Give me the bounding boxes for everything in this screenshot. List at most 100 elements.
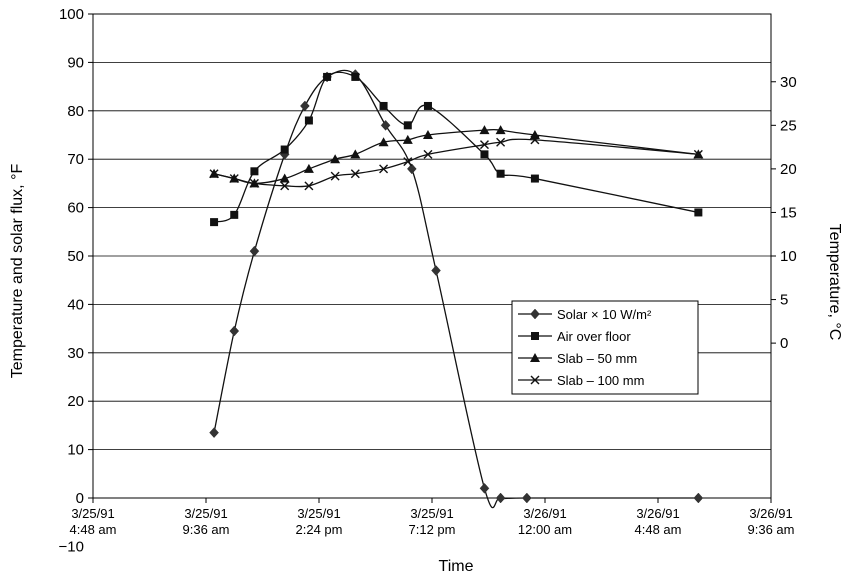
data-point	[323, 72, 332, 81]
y-tick-label: 10	[67, 442, 84, 459]
data-point	[350, 169, 360, 179]
x-tick-date: 3/25/91	[297, 506, 340, 521]
series-2	[210, 71, 703, 227]
data-point	[304, 181, 314, 191]
y-tick-label: 50	[67, 248, 84, 265]
data-point	[209, 427, 219, 439]
legend-marker	[530, 308, 540, 320]
y2-tick-label: 15	[780, 204, 797, 221]
legend-marker	[530, 353, 540, 362]
data-point	[249, 245, 260, 257]
x-axis-ticks: 3/25/914:48 am3/25/919:36 am3/25/912:24 …	[70, 498, 795, 537]
x-tick-date: 3/26/91	[523, 506, 566, 521]
series-4	[209, 135, 703, 191]
data-point	[479, 140, 489, 150]
data-point	[496, 137, 506, 147]
series-1	[209, 69, 704, 509]
legend-item: Air over floor	[518, 329, 631, 344]
data-point	[229, 174, 239, 184]
legend-label: Slab – 50 mm	[557, 351, 637, 366]
data-point	[280, 145, 289, 154]
data-point	[230, 210, 239, 219]
legend-label: Air over floor	[557, 329, 631, 344]
y2-tick-label: 10	[780, 248, 797, 265]
data-point	[403, 157, 413, 167]
x-tick-time: 12:00 am	[518, 522, 572, 537]
x-tick-date: 3/25/91	[71, 506, 114, 521]
series-layer	[209, 69, 704, 509]
data-point	[209, 169, 219, 179]
y2-tick-label: 20	[780, 161, 797, 178]
data-point	[330, 171, 340, 181]
data-point	[303, 163, 314, 173]
data-point	[250, 167, 259, 176]
y2-tick-label: 30	[780, 74, 797, 91]
data-point	[479, 125, 490, 135]
x-tick-time: 4:48 am	[635, 522, 682, 537]
data-point	[423, 149, 433, 159]
data-point	[480, 150, 489, 159]
x-tick-time: 4:48 am	[70, 522, 117, 537]
legend-label: Slab – 100 mm	[557, 373, 644, 388]
y2-tick-label: 0	[780, 335, 788, 352]
y2-tick-label: 25	[780, 117, 797, 134]
data-point	[530, 135, 540, 145]
data-point	[422, 130, 433, 139]
data-point	[249, 178, 259, 188]
y-tick-label: 40	[67, 296, 84, 313]
y-tick-label: 80	[67, 103, 84, 120]
x-tick-time: 9:36 am	[748, 522, 795, 537]
data-point	[351, 72, 360, 81]
data-point	[304, 116, 313, 125]
y2-axis-title: Temperature, °C	[826, 224, 843, 341]
data-point	[330, 154, 341, 164]
data-point	[229, 325, 240, 337]
y-tick-label: 70	[67, 151, 84, 168]
series-3	[209, 125, 704, 188]
x-tick-date: 3/25/91	[410, 506, 453, 521]
data-point	[495, 492, 506, 504]
y-tick-label: 90	[67, 54, 84, 71]
data-point	[402, 134, 413, 144]
y-tick-label: −10	[59, 538, 84, 555]
x-axis-title: Time	[439, 558, 474, 575]
data-point	[380, 119, 391, 131]
gridlines	[93, 62, 771, 451]
data-point	[210, 218, 219, 227]
data-point	[479, 482, 490, 494]
data-point	[496, 169, 505, 178]
legend-item: Solar × 10 W/m²	[518, 307, 652, 322]
data-point	[279, 173, 290, 183]
data-point	[693, 149, 703, 159]
legend-marker	[530, 375, 540, 385]
x-tick-time: 7:12 pm	[409, 522, 456, 537]
y-tick-label: 60	[67, 200, 84, 217]
y-tick-label: 30	[67, 345, 84, 362]
data-point	[495, 125, 506, 135]
data-point	[378, 137, 389, 147]
legend-box	[511, 300, 699, 395]
data-point	[406, 163, 417, 175]
data-point	[423, 101, 432, 110]
data-point	[403, 121, 412, 130]
legend: Solar × 10 W/m² Air over floor Slab – 50 m…	[511, 300, 699, 395]
x-tick-date: 3/26/91	[749, 506, 792, 521]
y-tick-label: 20	[67, 393, 84, 410]
data-point	[693, 492, 704, 504]
series-line	[213, 128, 699, 185]
legend-marker	[531, 332, 539, 340]
data-point	[530, 174, 539, 183]
series-line	[213, 69, 699, 509]
x-tick-date: 3/25/91	[184, 506, 227, 521]
data-point	[694, 208, 703, 217]
legend-item: Slab – 50 mm	[518, 351, 637, 366]
x-tick-time: 9:36 am	[183, 522, 230, 537]
data-point	[431, 265, 441, 276]
y-tick-label: 0	[76, 490, 84, 507]
data-point	[280, 181, 290, 191]
y-tick-label: 100	[59, 6, 84, 23]
x-tick-date: 3/26/91	[636, 506, 679, 521]
series-line	[213, 138, 699, 188]
